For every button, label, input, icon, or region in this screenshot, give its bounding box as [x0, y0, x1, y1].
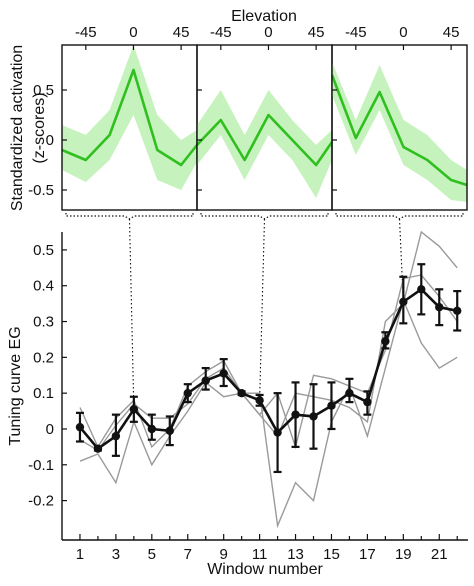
tuning-line-2 [196, 113, 334, 167]
panel-frame-3 [331, 44, 468, 211]
elevation-tick-label: 0 [129, 24, 137, 41]
elevation-tick-label: 45 [443, 24, 460, 41]
panel-brace-3 [335, 213, 464, 220]
window-tick-label: 9 [220, 546, 228, 563]
mean-point [165, 426, 174, 435]
panel-brace-2 [200, 213, 329, 220]
confidence-band-3 [332, 62, 467, 202]
activation-tick-label: 0.5 [33, 82, 54, 99]
eg-tick-label: -0.1 [28, 457, 54, 474]
window-tick-label: 13 [287, 546, 304, 563]
window-tick-label: 17 [359, 546, 376, 563]
eg-tick-label: 0.3 [33, 314, 54, 331]
individual-tuning-line-1 [79, 297, 458, 529]
mean-point [381, 337, 390, 346]
elevation-tick-label: -45 [75, 24, 97, 41]
eg-tick-label: 0 [46, 421, 54, 438]
mean-point [183, 388, 192, 398]
mean-tuning-line [79, 288, 458, 450]
mean-point [111, 431, 121, 441]
mean-point [255, 396, 264, 405]
bottom-y-axis-title: Tuning curve EG [7, 326, 24, 445]
top-y-axis-title-line-1: Standardized activation [9, 45, 26, 211]
elevation-tick-label: -45 [210, 24, 232, 41]
tuning-line-3 [330, 74, 468, 187]
elevation-tick-label: 0 [399, 24, 407, 41]
elevation-tuning-panels: -45 0 45 0.5 0 -0.5 -45 0 45 -45 0 45 [28, 24, 468, 211]
elevation-tick-label: 0 [264, 24, 272, 41]
window-tick-label: 3 [112, 546, 120, 563]
window-tick-label: 11 [252, 546, 268, 563]
elevation-tick-label: -45 [345, 24, 367, 41]
mean-point [345, 388, 354, 398]
bottom-x-axis-title: Window number [207, 561, 323, 578]
elevation-panel-2: -45 0 45 [196, 24, 334, 211]
individual-tuning-line-3 [79, 230, 458, 485]
elevation-panel-1: -45 0 45 0.5 0 -0.5 [28, 24, 199, 211]
panel-connector-line-1 [128, 218, 135, 410]
window-tick-label: 19 [395, 546, 412, 563]
window-tick-label: 15 [323, 546, 340, 563]
window-tick-label: 21 [431, 546, 448, 563]
mean-point [399, 297, 408, 307]
confidence-band-1 [62, 45, 197, 190]
mean-point [201, 376, 210, 385]
mean-point [93, 444, 103, 453]
mean-point [129, 405, 139, 414]
eg-tick-label: 0.1 [33, 385, 54, 402]
mean-point [363, 397, 372, 407]
elevation-tick-label: 45 [173, 24, 190, 41]
top-x-axis-title: Elevation [231, 8, 297, 25]
confidence-band-2 [197, 90, 332, 198]
activation-tick-label: 0 [46, 132, 54, 149]
tuning-line-1 [61, 68, 199, 167]
eg-tick-label: 0.5 [33, 242, 54, 259]
individual-tuning-line-2 [79, 274, 458, 452]
eg-tick-label: -0.2 [28, 493, 54, 510]
eg-tick-label: 0.2 [33, 349, 54, 366]
elevation-tick-label: 45 [308, 24, 325, 41]
window-tick-label: 1 [76, 546, 84, 563]
mean-point [219, 369, 228, 378]
mean-point [417, 285, 426, 294]
mean-point [147, 424, 157, 434]
mean-point [309, 412, 318, 421]
activation-tick-label: -0.5 [28, 182, 54, 199]
panel-connector-line-2 [259, 218, 266, 401]
mean-point [327, 401, 336, 410]
elevation-panel-3: -45 0 45 [330, 24, 468, 211]
mean-point [273, 428, 282, 437]
mean-point [75, 422, 85, 432]
top-y-axis-title-line-2: (z-scores) [31, 92, 48, 163]
window-tick-label: 7 [184, 546, 192, 563]
mean-point [237, 388, 246, 398]
mean-point [435, 303, 444, 312]
panel-brace-1 [65, 213, 194, 220]
tuning-curve-eg-plot: 0.50.40.30.20.10-0.1-0.21 3 5 7 9 11 13 15 17 19 2… [28, 230, 468, 563]
mean-point [291, 410, 300, 419]
mean-point [453, 306, 462, 315]
window-tick-label: 5 [148, 546, 156, 563]
eg-tick-label: 0.4 [33, 278, 54, 295]
